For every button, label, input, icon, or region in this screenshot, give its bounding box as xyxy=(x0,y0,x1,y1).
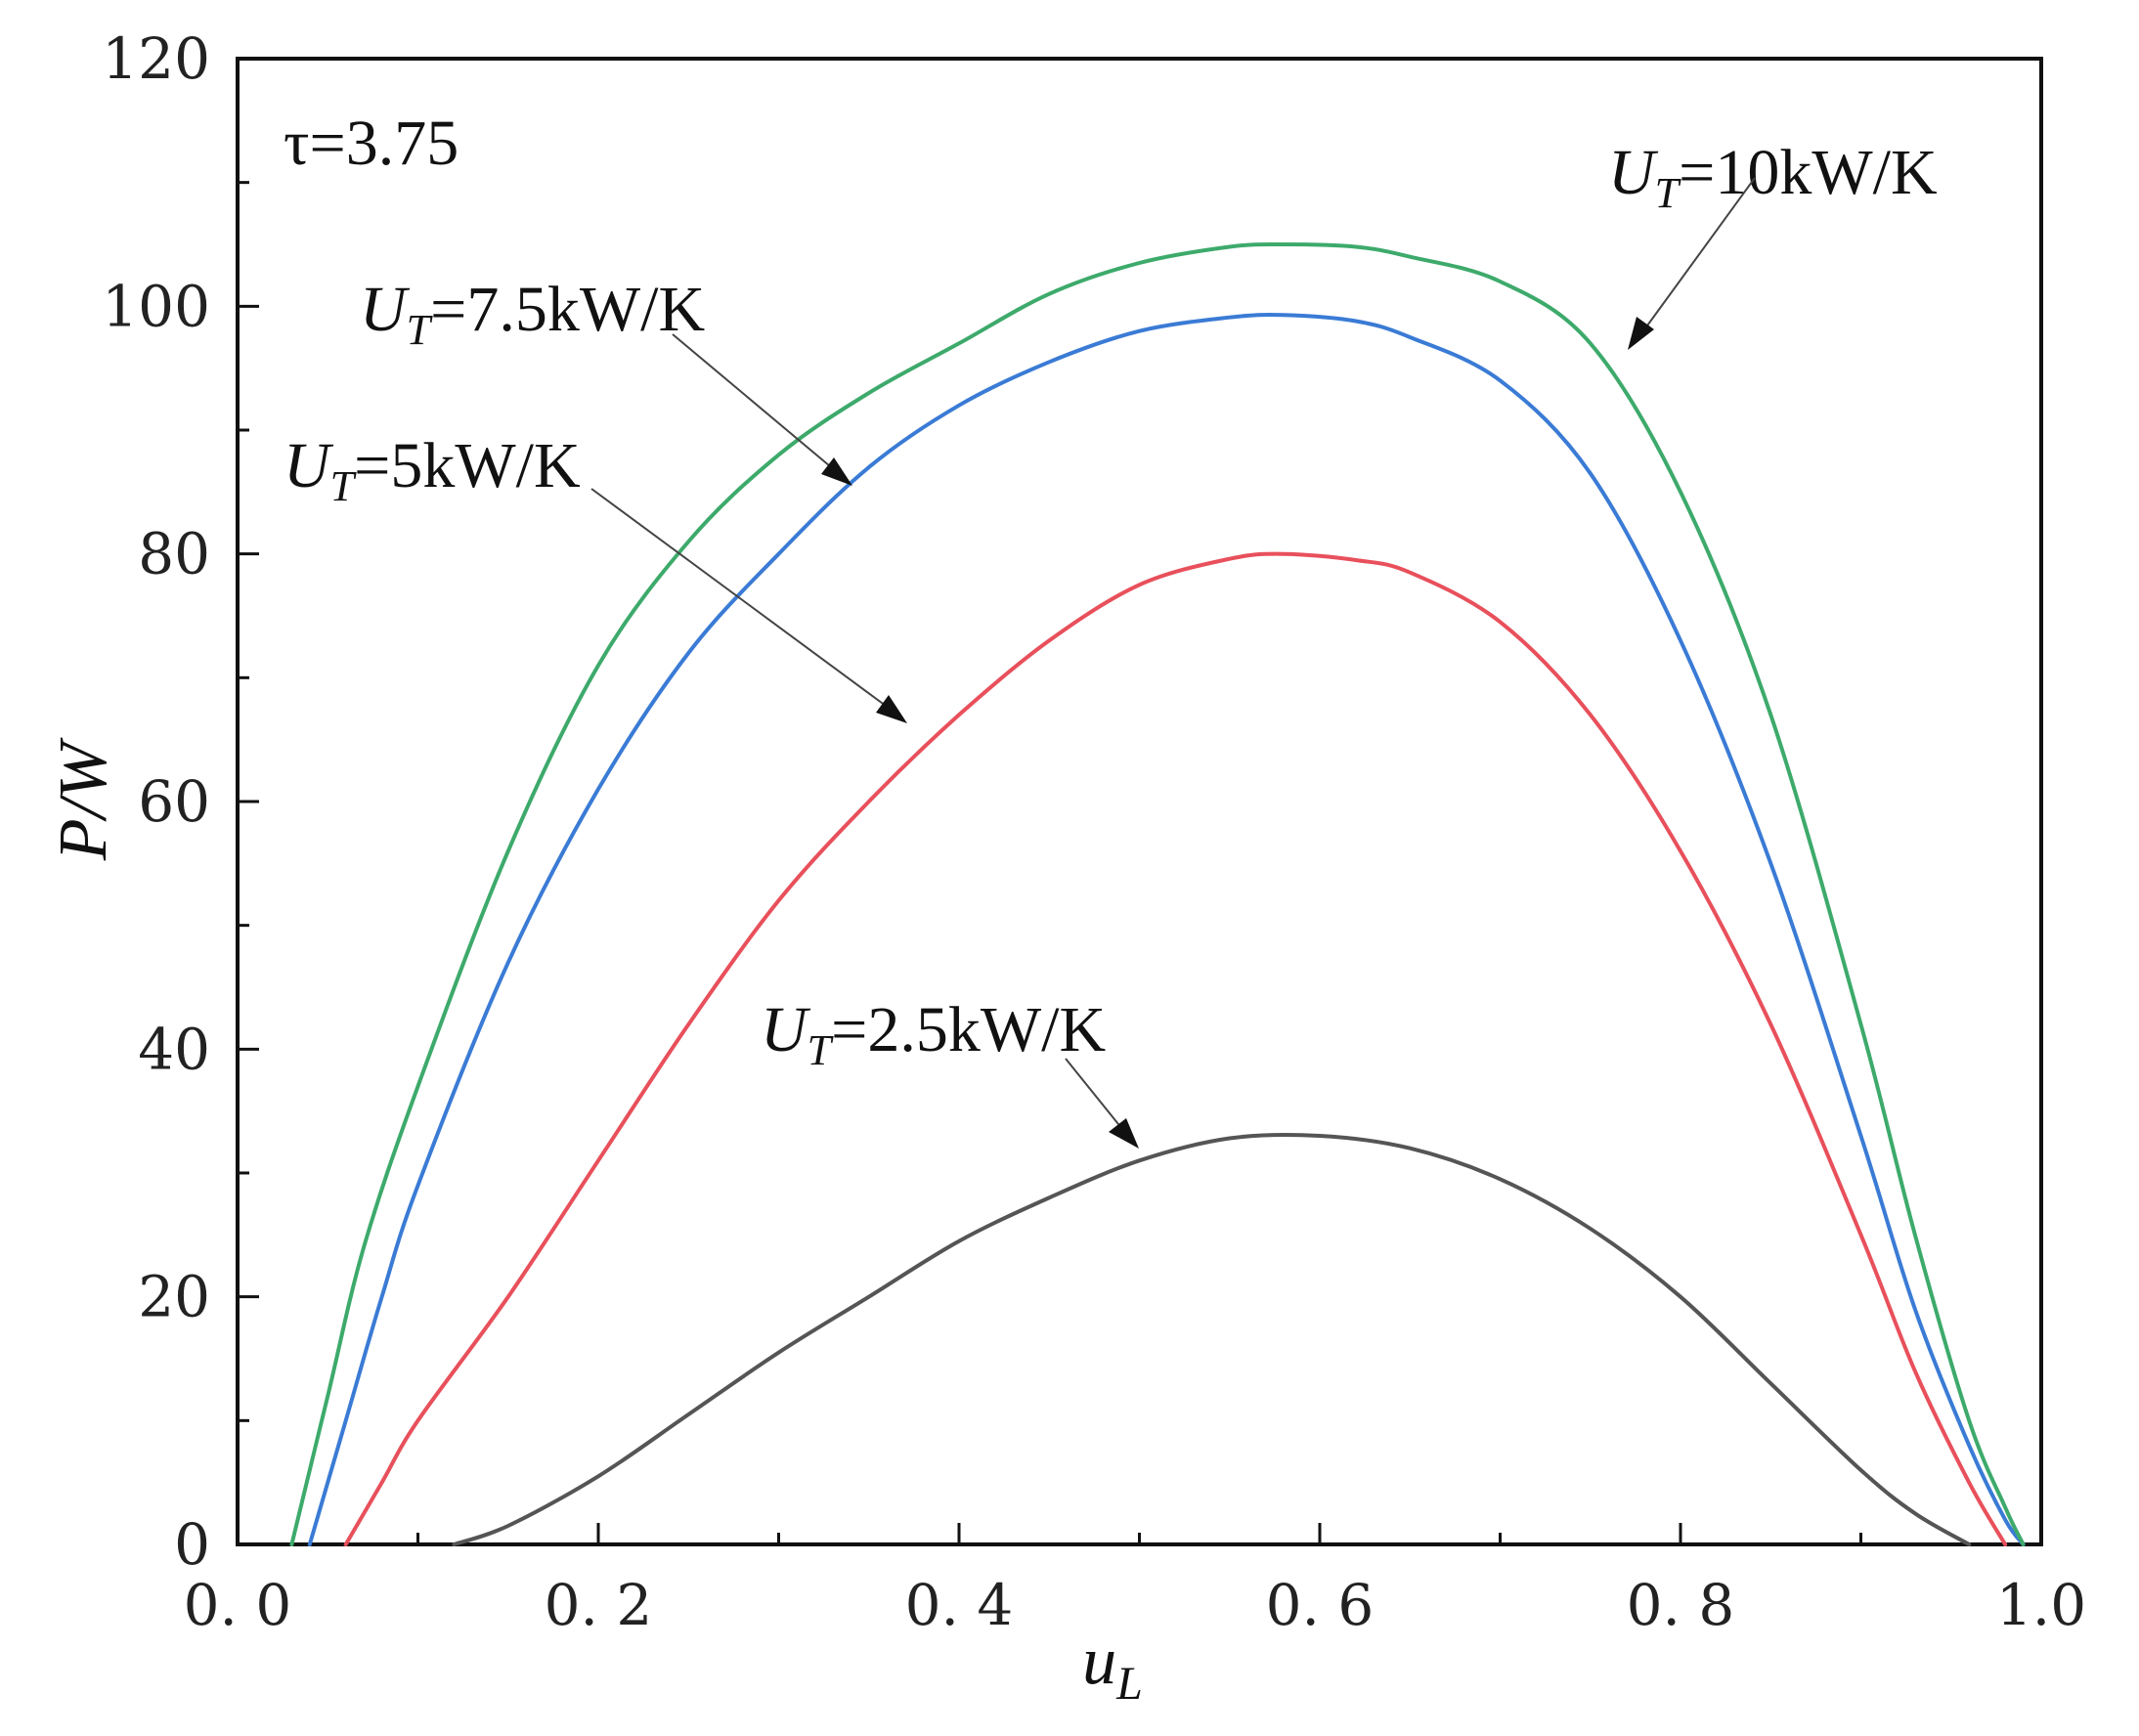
series-line-1 xyxy=(343,551,2008,1546)
arrowhead-ut-10 xyxy=(1628,317,1654,350)
x-tick-label: 0. 8 xyxy=(1627,1572,1735,1638)
x-tick-label: 0. 2 xyxy=(545,1572,653,1638)
series-label-ut-7-5-main: U xyxy=(360,274,411,345)
arrow-ut-7-5 xyxy=(672,333,837,472)
series-label-ut-5-main: U xyxy=(284,430,334,501)
series-label-ut-2-5: UT=2.5kW/K xyxy=(761,994,1106,1074)
series-label-ut-5: UT=5kW/K xyxy=(284,430,581,510)
y-tick-label: 80 xyxy=(138,521,210,587)
series-label-ut-2-5-main: U xyxy=(761,994,811,1065)
x-axis-label-main: u xyxy=(1082,1624,1116,1699)
arrowhead-ut-7-5 xyxy=(821,457,852,486)
y-tick-label: 120 xyxy=(102,25,210,92)
y-axis-label: P/W xyxy=(46,737,121,861)
series-label-ut-10-rest: =10kW/K xyxy=(1679,137,1938,208)
series-label-ut-2-5-rest: =2.5kW/K xyxy=(831,994,1106,1065)
arrowhead-ut-5 xyxy=(876,695,907,723)
arrowhead-ut-2-5 xyxy=(1109,1118,1139,1149)
arrow-ut-5 xyxy=(590,488,891,710)
series-label-ut-5-rest: =5kW/K xyxy=(354,430,581,501)
parameter-label: τ=3.75 xyxy=(284,108,458,179)
series-label-ut-2-5-sub: T xyxy=(808,1026,835,1074)
series-lines xyxy=(289,241,2026,1546)
series-label-ut-7-5: UT=7.5kW/K xyxy=(360,274,705,354)
x-tick-label: 0. 6 xyxy=(1266,1572,1375,1638)
arrow-ut-2-5 xyxy=(1065,1058,1123,1130)
series-line-2 xyxy=(307,312,2026,1546)
y-tick-label: 20 xyxy=(138,1264,210,1330)
series-label-ut-7-5-rest: =7.5kW/K xyxy=(430,274,705,345)
y-tick-label: 40 xyxy=(138,1016,210,1082)
series-label-ut-7-5-sub: T xyxy=(407,306,434,354)
y-tick-label: 0 xyxy=(174,1511,210,1578)
series-label-ut-5-sub: T xyxy=(330,462,358,510)
y-tick-label: 60 xyxy=(138,768,210,835)
x-axis-label: uL xyxy=(1082,1624,1143,1710)
series-label-ut-10-main: U xyxy=(1608,137,1659,208)
series-label-ut-10-sub: T xyxy=(1655,169,1682,217)
x-tick-label: 1.0 xyxy=(1996,1572,2086,1638)
y-tick-label: 100 xyxy=(102,273,210,339)
series-line-3 xyxy=(289,241,2026,1546)
annotation-arrows xyxy=(590,177,1756,1149)
arrow-ut-10 xyxy=(1641,177,1756,333)
axis-ticks: 0. 0 0. 2 0. 4 0. 6 0. 8 1.0 0 20 40 60 80 100 120 xyxy=(102,25,2086,1638)
series-line-0 xyxy=(452,1132,1972,1546)
x-tick-label: 0. 4 xyxy=(905,1572,1014,1638)
series-label-ut-10: UT=10kW/K xyxy=(1608,137,1938,217)
x-tick-label: 0. 0 xyxy=(184,1572,292,1638)
x-axis-label-sub: L xyxy=(1115,1658,1143,1710)
